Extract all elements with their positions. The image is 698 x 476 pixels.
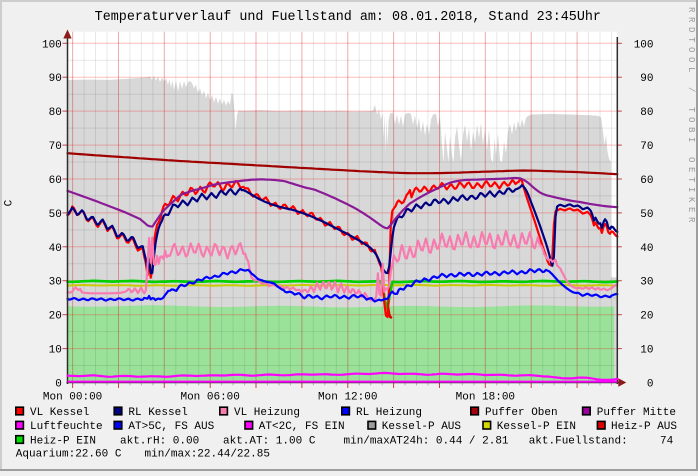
svg-text:Temperaturverlauf und Fuellsta: Temperaturverlauf und Fuellstand am: 08.… bbox=[95, 10, 601, 25]
svg-text:Mon 00:00: Mon 00:00 bbox=[43, 392, 102, 404]
svg-text:0: 0 bbox=[647, 379, 654, 391]
svg-text:70: 70 bbox=[49, 141, 62, 153]
svg-text:20: 20 bbox=[640, 311, 653, 323]
svg-text:Puffer Mitte: Puffer Mitte bbox=[597, 407, 676, 419]
svg-text:Heiz-P AUS: Heiz-P AUS bbox=[611, 421, 677, 433]
svg-text:40: 40 bbox=[640, 243, 653, 255]
svg-text:90: 90 bbox=[640, 73, 653, 85]
svg-text:Luftfeuchte: Luftfeuchte bbox=[30, 421, 103, 433]
svg-text:Kessel-P EIN: Kessel-P EIN bbox=[497, 421, 576, 433]
svg-text:80: 80 bbox=[640, 107, 653, 119]
svg-text:akt.AT: 1.00 C: akt.AT: 1.00 C bbox=[223, 435, 316, 447]
svg-text:100: 100 bbox=[42, 39, 62, 51]
svg-text:10: 10 bbox=[49, 345, 62, 357]
svg-text:100: 100 bbox=[634, 39, 654, 51]
svg-text:RL Kessel: RL Kessel bbox=[128, 407, 187, 419]
svg-text:Heiz-P EIN: Heiz-P EIN bbox=[30, 435, 96, 447]
svg-text:VL Heizung: VL Heizung bbox=[234, 407, 300, 419]
svg-text:80: 80 bbox=[49, 107, 62, 119]
svg-text:RRDTOOL / TOBI OETIKER: RRDTOOL / TOBI OETIKER bbox=[686, 7, 696, 227]
svg-text:Mon 06:00: Mon 06:00 bbox=[180, 392, 239, 404]
svg-text:Puffer Oben: Puffer Oben bbox=[485, 407, 558, 419]
svg-text:C: C bbox=[4, 199, 16, 206]
svg-text:min/maxAT24h: 0.44 / 2.81: min/maxAT24h: 0.44 / 2.81 bbox=[344, 435, 509, 447]
svg-text:60: 60 bbox=[640, 175, 653, 187]
svg-text:Kessel-P AUS: Kessel-P AUS bbox=[382, 421, 462, 433]
svg-text:Aquarium:22.60 C: Aquarium:22.60 C bbox=[16, 448, 122, 460]
svg-text:74: 74 bbox=[660, 435, 674, 447]
svg-text:AT<2C, FS EIN: AT<2C, FS EIN bbox=[259, 421, 345, 433]
svg-text:90: 90 bbox=[49, 73, 62, 85]
svg-text:Mon 18:00: Mon 18:00 bbox=[456, 392, 515, 404]
svg-text:50: 50 bbox=[640, 209, 653, 221]
svg-text:RL Heizung: RL Heizung bbox=[356, 407, 422, 419]
svg-text:min/max:22.44/22.85: min/max:22.44/22.85 bbox=[145, 448, 270, 460]
svg-text:30: 30 bbox=[49, 277, 62, 289]
svg-text:0: 0 bbox=[55, 379, 62, 391]
svg-text:10: 10 bbox=[640, 345, 653, 357]
svg-text:akt.rH: 0.00: akt.rH: 0.00 bbox=[120, 435, 199, 447]
svg-text:AT>5C, FS AUS: AT>5C, FS AUS bbox=[128, 421, 214, 433]
svg-text:60: 60 bbox=[49, 175, 62, 187]
svg-text:30: 30 bbox=[640, 277, 653, 289]
svg-text:40: 40 bbox=[49, 243, 62, 255]
svg-text:VL Kessel: VL Kessel bbox=[30, 407, 89, 419]
svg-text:20: 20 bbox=[49, 311, 62, 323]
svg-text:akt.Fuellstand:: akt.Fuellstand: bbox=[529, 435, 628, 447]
svg-text:70: 70 bbox=[640, 141, 653, 153]
svg-text:Mon 12:00: Mon 12:00 bbox=[318, 392, 377, 404]
svg-text:50: 50 bbox=[49, 209, 62, 221]
